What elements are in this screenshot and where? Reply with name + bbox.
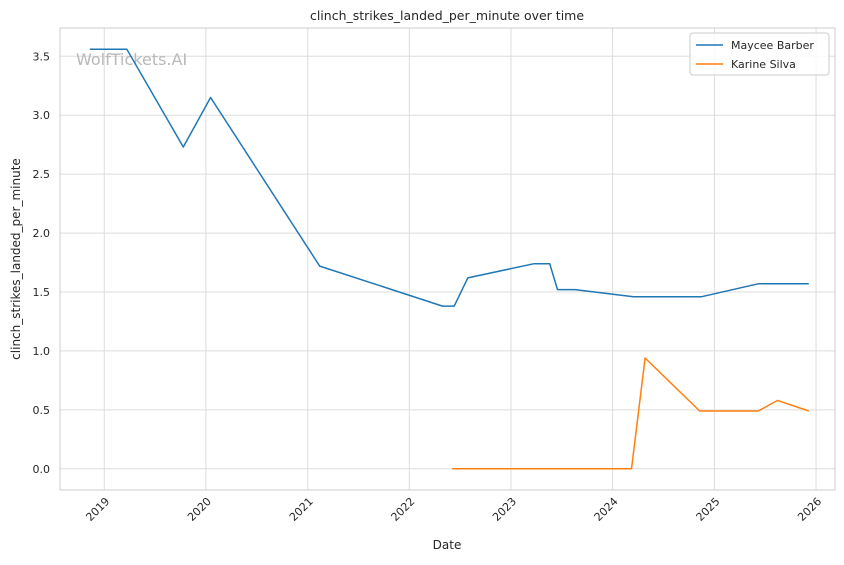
y-tick-label: 0.5 bbox=[33, 404, 51, 417]
y-tick-label: 3.0 bbox=[33, 109, 51, 122]
x-axis-label: Date bbox=[433, 538, 462, 552]
chart-title: clinch_strikes_landed_per_minute over ti… bbox=[310, 8, 584, 23]
plot-frame bbox=[59, 27, 836, 491]
legend-box bbox=[689, 32, 830, 76]
y-tick-label: 1.0 bbox=[33, 345, 51, 358]
y-tick-label: 3.5 bbox=[33, 50, 51, 63]
y-axis-ticks: 0.0 0.5 1.0 1.5 2.0 2.5 3.0 3.5 bbox=[33, 50, 51, 476]
y-tick-label: 2.0 bbox=[33, 227, 51, 240]
y-tick-label: 1.5 bbox=[33, 286, 51, 299]
series-line-karine-silva bbox=[452, 357, 810, 470]
gridlines bbox=[60, 28, 835, 490]
legend: Maycee Barber Karine Silva bbox=[689, 32, 830, 76]
legend-label-maycee-barber: Maycee Barber bbox=[731, 39, 814, 52]
series-lines bbox=[89, 48, 810, 470]
watermark: WolfTickets.AI bbox=[76, 50, 187, 69]
series-line-maycee-barber bbox=[89, 48, 809, 307]
y-tick-label: 0.0 bbox=[33, 463, 51, 476]
y-axis-label: clinch_strikes_landed_per_minute bbox=[9, 158, 23, 360]
y-tick-label: 2.5 bbox=[33, 168, 51, 181]
legend-label-karine-silva: Karine Silva bbox=[731, 58, 796, 71]
